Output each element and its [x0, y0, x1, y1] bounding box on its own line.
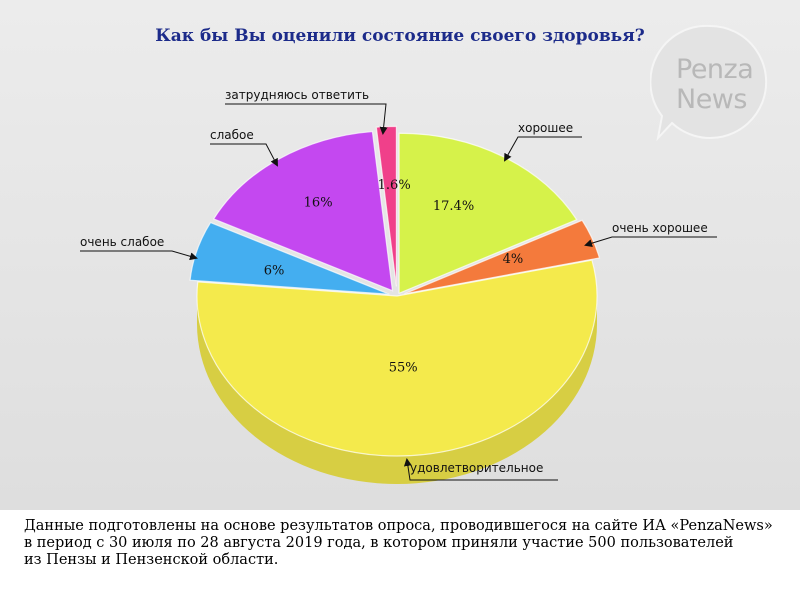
- slice-side-2: [197, 296, 597, 484]
- value-label: 1.6%: [378, 178, 411, 193]
- footnote-line-1: Данные подготовлены на основе результато…: [24, 518, 773, 534]
- callout-line: [80, 250, 198, 261]
- chart-title: Как бы Вы оценили состояние своего здоро…: [155, 26, 645, 46]
- footnote: Данные подготовлены на основе результато…: [24, 518, 784, 569]
- category-label: затрудняюсь ответить: [225, 88, 369, 102]
- slice-очень-хорошее: [404, 219, 601, 295]
- category-label: очень слабое: [80, 235, 164, 249]
- value-label: 4%: [503, 252, 524, 267]
- value-label: 6%: [264, 264, 285, 279]
- category-label: хорошее: [518, 121, 573, 135]
- slice-хорошее: [398, 132, 578, 295]
- logo-line-2: News: [676, 84, 747, 115]
- slice-удовлетворительное: [196, 259, 598, 457]
- slice-очень-слабое: [189, 221, 390, 295]
- callout-line: [504, 136, 582, 162]
- callout-line: [210, 143, 278, 167]
- penzanews-logo: Penza News: [649, 22, 770, 142]
- category-label: очень хорошее: [612, 221, 708, 235]
- category-label: удовлетворительное: [410, 461, 543, 475]
- category-label: слабое: [210, 128, 254, 142]
- value-label: 55%: [389, 360, 418, 375]
- callout-line: [225, 103, 388, 135]
- chart-area: Как бы Вы оценили состояние своего здоро…: [0, 0, 800, 510]
- callout-line: [584, 236, 717, 248]
- footnote-line-3: из Пензы и Пензенской области.: [24, 552, 279, 568]
- value-label: 16%: [304, 196, 333, 211]
- value-labels: 17.4% 4% 55% 6% 16% 1.6%: [264, 178, 524, 375]
- pie-sides: [197, 296, 597, 484]
- logo-line-1: Penza: [676, 54, 754, 85]
- slice-слабое: [212, 130, 394, 292]
- value-label: 17.4%: [433, 199, 474, 214]
- pie-chart: хорошее очень хорошее удовлетворительное оч…: [80, 88, 717, 484]
- callout-line: [403, 458, 558, 481]
- pie-tops: [189, 125, 601, 457]
- speech-bubble-icon: [649, 24, 768, 142]
- footnote-line-2: в период с 30 июля по 28 августа 2019 го…: [24, 535, 734, 551]
- slice-затрудняюсь-ответить: [375, 125, 397, 287]
- callouts: хорошее очень хорошее удовлетворительное оч…: [80, 88, 717, 481]
